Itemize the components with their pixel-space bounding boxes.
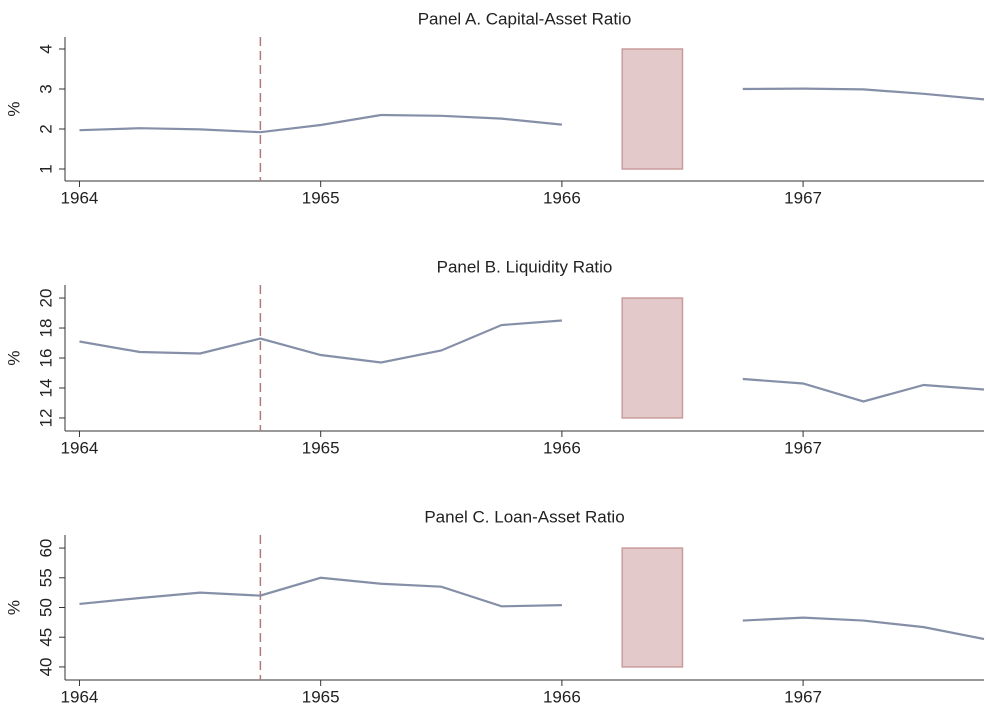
- y-tick-label: 50: [36, 598, 55, 617]
- data-line: [79, 576, 985, 641]
- y-tick-label: 55: [36, 568, 55, 587]
- y-tick-label: 1: [36, 164, 55, 173]
- y-axis-label: %: [4, 600, 23, 615]
- y-tick-label: 14: [36, 379, 55, 398]
- x-tick-label: 1965: [302, 687, 340, 706]
- y-axis-label: %: [4, 350, 23, 365]
- y-tick-label: 45: [36, 628, 55, 647]
- y-tick-label: 2: [36, 124, 55, 133]
- x-tick-label: 1966: [543, 188, 581, 207]
- shaded-region: [621, 547, 684, 668]
- x-tick-label: 1966: [543, 687, 581, 706]
- x-tick-label: 1965: [302, 438, 340, 457]
- y-tick-label: 4: [36, 44, 55, 53]
- x-tick-label: 1966: [543, 438, 581, 457]
- panel-title: Panel B. Liquidity Ratio: [437, 257, 613, 276]
- x-tick-label: 1967: [784, 188, 822, 207]
- y-tick-label: 18: [36, 319, 55, 338]
- y-tick-label: 3: [36, 84, 55, 93]
- data-line: [79, 87, 985, 134]
- y-tick-label: 40: [36, 657, 55, 676]
- y-tick-label: 20: [36, 289, 55, 308]
- x-tick-label: 1967: [784, 687, 822, 706]
- shaded-region: [621, 48, 684, 170]
- y-tick-label: 60: [36, 539, 55, 558]
- shaded-region: [621, 297, 684, 419]
- x-tick-label: 1965: [302, 188, 340, 207]
- y-axis-label: %: [4, 101, 23, 116]
- panel-title: Panel A. Capital-Asset Ratio: [418, 9, 632, 28]
- y-tick-label: 12: [36, 408, 55, 427]
- x-tick-label: 1964: [61, 687, 99, 706]
- panel-title: Panel C. Loan-Asset Ratio: [424, 507, 624, 526]
- y-tick-label: 16: [36, 349, 55, 368]
- x-tick-label: 1964: [61, 438, 99, 457]
- data-line: [79, 319, 985, 403]
- x-tick-label: 1967: [784, 438, 822, 457]
- x-tick-label: 1964: [61, 188, 99, 207]
